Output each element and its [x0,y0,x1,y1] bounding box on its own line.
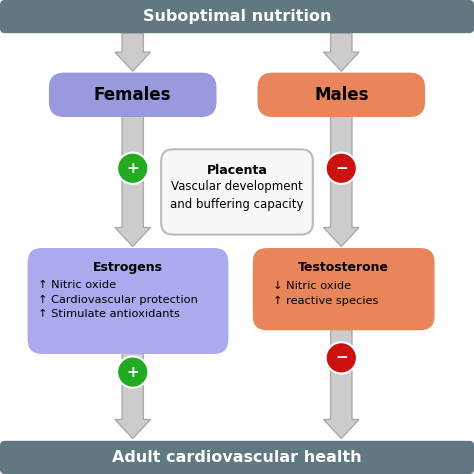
Text: Vascular development
and buffering capacity: Vascular development and buffering capac… [170,180,304,211]
Text: Males: Males [314,86,368,104]
Circle shape [326,153,357,184]
FancyBboxPatch shape [50,73,216,116]
FancyBboxPatch shape [161,149,313,235]
Text: −: − [335,161,347,176]
Polygon shape [323,329,359,438]
Text: −: − [335,350,347,365]
Polygon shape [323,116,359,246]
Text: Estrogens: Estrogens [93,261,163,273]
Polygon shape [323,33,359,71]
Text: Females: Females [94,86,172,104]
Polygon shape [115,33,151,71]
Circle shape [326,342,357,374]
Text: ↑ Nitric oxide
↑ Cardiovascular protection
↑ Stimulate antioxidants: ↑ Nitric oxide ↑ Cardiovascular protecti… [38,280,198,319]
Text: +: + [127,161,139,176]
Polygon shape [115,116,151,246]
FancyBboxPatch shape [28,249,228,353]
Text: ↓ Nitric oxide
↑ reactive species: ↓ Nitric oxide ↑ reactive species [273,281,378,306]
FancyBboxPatch shape [254,249,434,329]
Circle shape [117,153,148,184]
Circle shape [117,356,148,388]
Text: Suboptimal nutrition: Suboptimal nutrition [143,9,331,24]
Text: +: + [127,365,139,380]
Text: Testosterone: Testosterone [298,261,389,273]
FancyBboxPatch shape [0,0,474,33]
Polygon shape [115,353,151,438]
FancyBboxPatch shape [0,441,474,474]
Text: Adult cardiovascular health: Adult cardiovascular health [112,450,362,465]
Text: Placenta: Placenta [207,164,267,176]
FancyBboxPatch shape [258,73,424,116]
